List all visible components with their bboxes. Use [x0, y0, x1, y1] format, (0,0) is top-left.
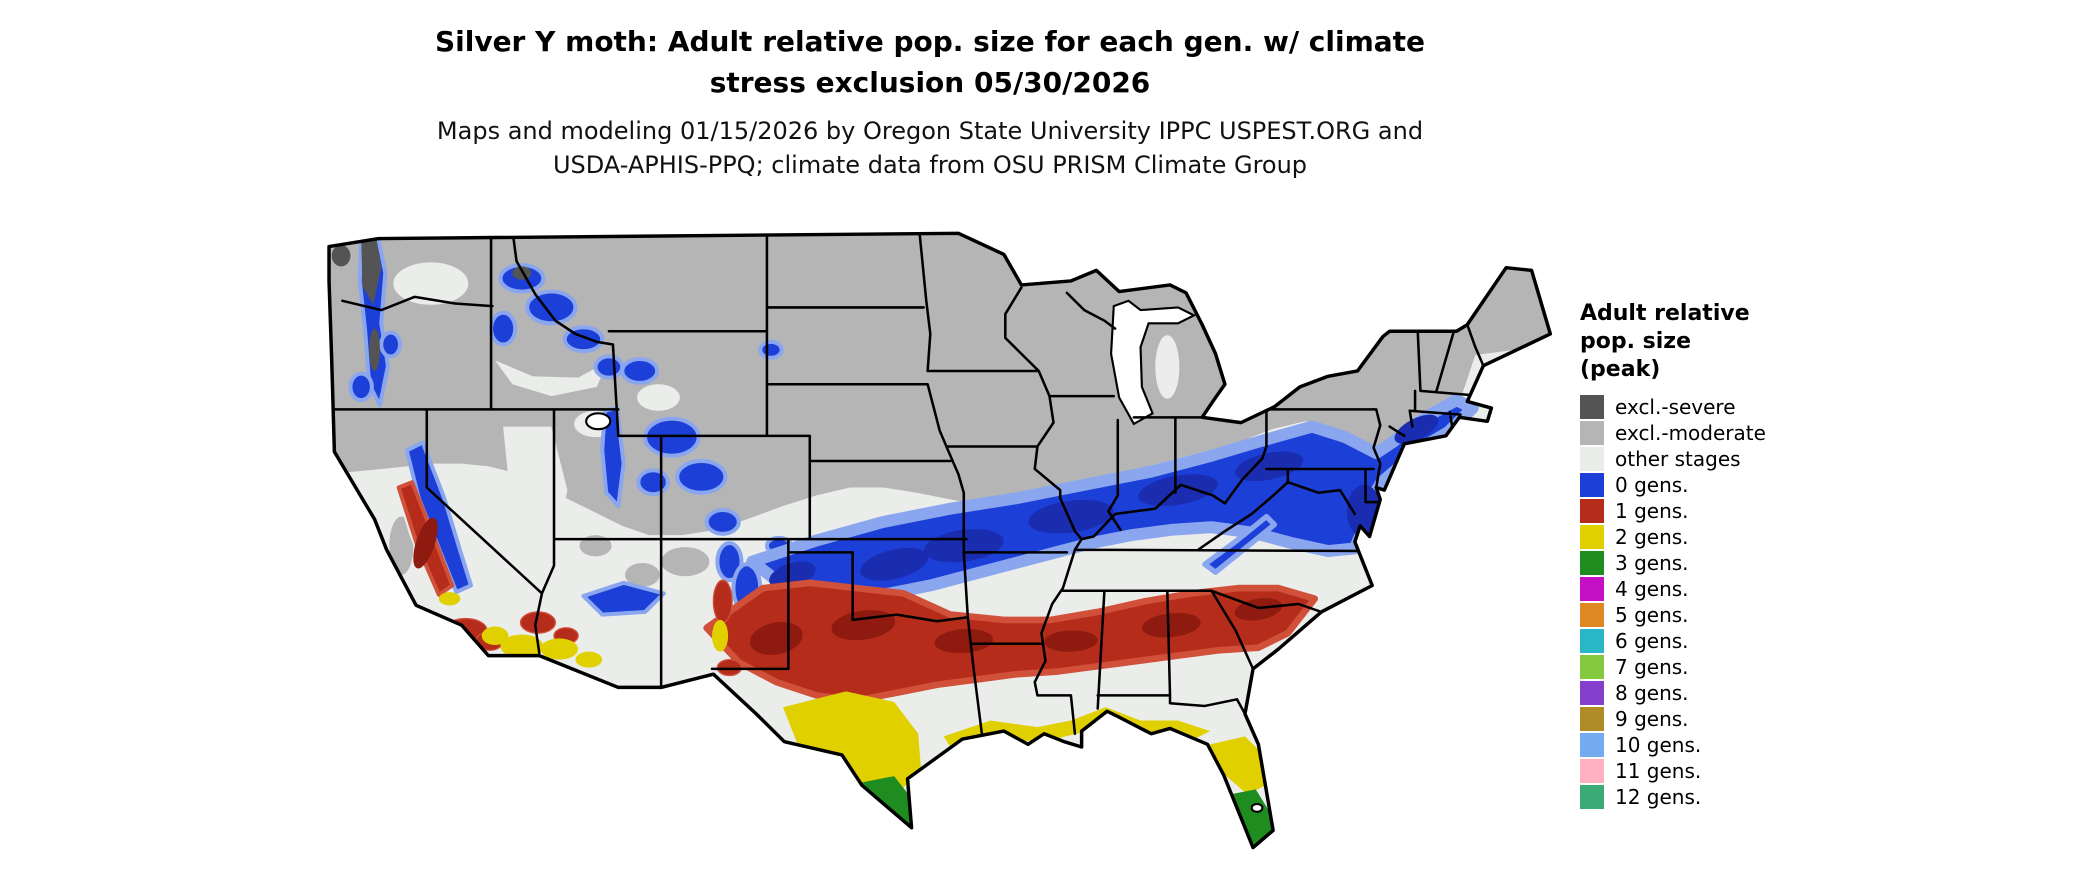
great-salt-lake — [585, 412, 612, 431]
us-map — [327, 231, 1553, 850]
page-title: Silver Y moth: Adult relative pop. size … — [0, 22, 1860, 103]
legend-item: 5 gens. — [1580, 602, 1840, 628]
legend-item: 9 gens. — [1580, 706, 1840, 732]
legend-label: 11 gens. — [1615, 758, 1702, 783]
legend-label: 0 gens. — [1615, 472, 1689, 497]
legend-label: 8 gens. — [1615, 680, 1689, 705]
legend-swatch — [1580, 784, 1604, 809]
legend-title-line-1: Adult relative — [1580, 301, 1750, 326]
legend-label: excl.-moderate — [1615, 420, 1766, 445]
legend-item: 12 gens. — [1580, 784, 1840, 810]
legend-title-line-3: (peak) — [1580, 356, 1661, 382]
map-fill-layers — [329, 233, 1551, 848]
title-line-2: stress exclusion 05/30/2026 — [709, 65, 1151, 99]
legend-item: excl.-moderate — [1580, 420, 1840, 446]
state-borders — [330, 233, 1485, 741]
band-3-gens — [853, 776, 1272, 845]
legend-label: 9 gens. — [1615, 706, 1689, 731]
legend-item: other stages — [1580, 446, 1840, 472]
legend-swatch — [1580, 628, 1604, 653]
lakes — [585, 299, 1264, 813]
subtitle-line-1: Maps and modeling 01/15/2026 by Oregon S… — [436, 117, 1424, 146]
legend-item: 11 gens. — [1580, 758, 1840, 784]
subtitle-line-2: USDA-APHIS-PPQ; climate data from OSU PR… — [552, 150, 1308, 179]
map-header: Silver Y moth: Adult relative pop. size … — [0, 22, 1860, 182]
legend-swatch — [1580, 472, 1604, 497]
band-0-gens-core — [769, 414, 1439, 589]
legend-label: 12 gens. — [1615, 784, 1702, 809]
legend-label: 7 gens. — [1615, 654, 1689, 679]
legend-label: 6 gens. — [1615, 628, 1689, 653]
legend-swatch — [1580, 680, 1604, 705]
legend-swatch — [1580, 446, 1604, 471]
legend-item: 1 gens. — [1580, 498, 1840, 524]
lake-michigan — [1110, 299, 1197, 426]
legend-swatch — [1580, 576, 1604, 601]
legend-item: 4 gens. — [1580, 576, 1840, 602]
legend-item: 3 gens. — [1580, 550, 1840, 576]
title-line-1: Silver Y moth: Adult relative pop. size … — [434, 25, 1426, 58]
legend-swatch — [1580, 654, 1604, 679]
legend-item: excl.-severe — [1580, 394, 1840, 420]
legend-swatch — [1580, 758, 1604, 783]
legend-label: 5 gens. — [1615, 602, 1689, 627]
legend-swatch — [1580, 602, 1604, 627]
legend-item: 6 gens. — [1580, 628, 1840, 654]
legend-item: 8 gens. — [1580, 680, 1840, 706]
legend-swatch — [1580, 394, 1604, 419]
legend-item: 10 gens. — [1580, 732, 1840, 758]
legend-item: 7 gens. — [1580, 654, 1840, 680]
band-excl-severe — [331, 235, 532, 371]
legend-swatch — [1580, 550, 1604, 575]
legend-swatch — [1580, 706, 1604, 731]
legend-item: 2 gens. — [1580, 524, 1840, 550]
us-outline — [327, 231, 1553, 850]
legend-label: 1 gens. — [1615, 498, 1689, 523]
legend-item: 0 gens. — [1580, 472, 1840, 498]
legend-label: 2 gens. — [1615, 524, 1689, 549]
lake-okeechobee — [1250, 802, 1264, 813]
legend-label: excl.-severe — [1615, 394, 1736, 419]
legend-title-line-2: pop. size — [1580, 328, 1691, 354]
legend-swatch — [1580, 732, 1604, 757]
map-legend: Adult relative pop. size (peak) excl.-se… — [1580, 300, 1840, 810]
legend-swatch — [1580, 498, 1604, 523]
legend-label: other stages — [1615, 446, 1741, 471]
legend-title: Adult relative pop. size (peak) — [1580, 300, 1840, 384]
legend-label: 3 gens. — [1615, 550, 1689, 575]
legend-label: 10 gens. — [1615, 732, 1702, 757]
page-subtitle: Maps and modeling 01/15/2026 by Oregon S… — [0, 115, 1860, 182]
legend-swatch — [1580, 524, 1604, 549]
map-area — [321, 228, 1553, 886]
legend-swatch — [1580, 420, 1604, 445]
legend-items: excl.-severe excl.-moderate other stages 0 … — [1580, 394, 1840, 810]
legend-label: 4 gens. — [1615, 576, 1689, 601]
